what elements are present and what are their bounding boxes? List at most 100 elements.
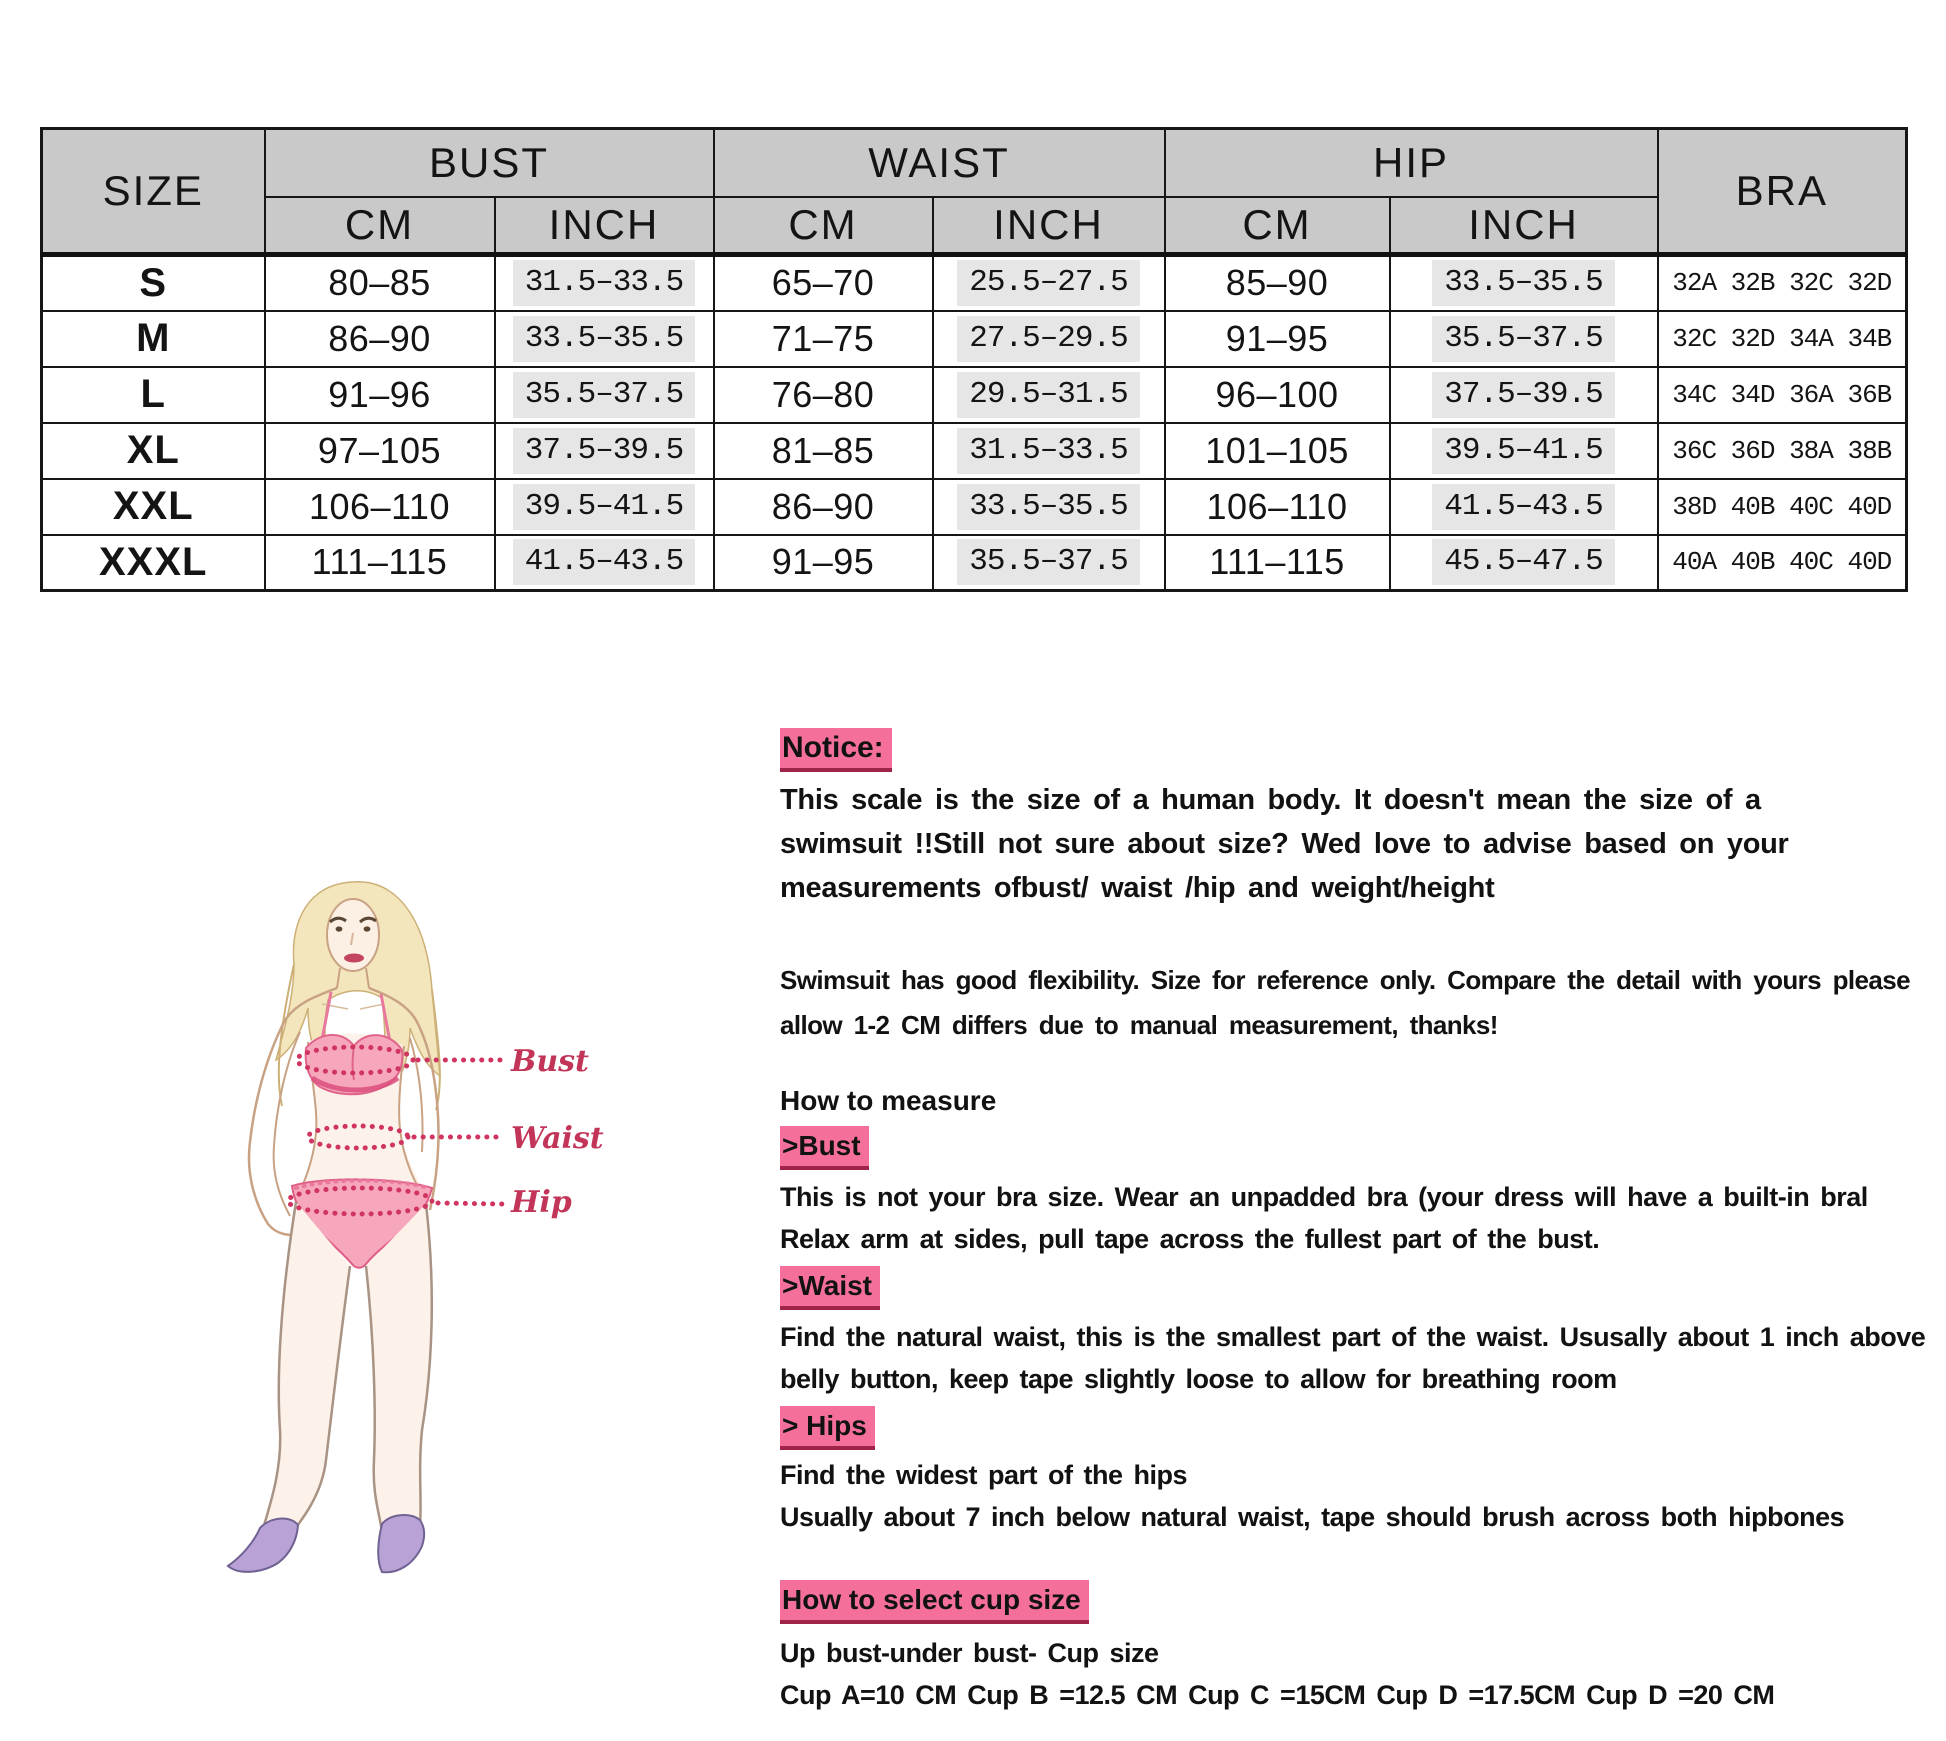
bust-inch-cell: 37.5–39.5 bbox=[493, 421, 715, 480]
waist-cm-cell: 91–95 bbox=[712, 533, 934, 592]
inch-value: 27.5–29.5 bbox=[957, 315, 1140, 362]
inch-value: 29.5–31.5 bbox=[957, 371, 1140, 418]
size-cell: XXXL bbox=[40, 533, 266, 592]
inch-value: 39.5–41.5 bbox=[1432, 427, 1615, 474]
waist-inch-cell: 25.5–27.5 bbox=[931, 253, 1166, 312]
bust-heading-row: >Bust bbox=[780, 1126, 1946, 1170]
table-row-s: S 80–85 31.5–33.5 65–70 25.5–27.5 85–90 … bbox=[40, 253, 1908, 312]
hip-inch-cell: 37.5–39.5 bbox=[1388, 365, 1659, 424]
figure-shoes bbox=[226, 1514, 426, 1574]
size-cell: XXL bbox=[40, 477, 266, 536]
subheader-hip-inch: INCH bbox=[1388, 195, 1659, 256]
col-header-bra: BRA bbox=[1656, 127, 1908, 256]
bust-line: This is not your bra size. Wear an unpad… bbox=[780, 1182, 1868, 1212]
waist-inch-cell: 33.5–35.5 bbox=[931, 477, 1166, 536]
col-header-hip: HIP bbox=[1163, 127, 1659, 198]
bust-inch-cell: 31.5–33.5 bbox=[493, 253, 715, 312]
waist-cm-cell: 65–70 bbox=[712, 253, 934, 312]
how-to-measure-heading: How to measure bbox=[780, 1085, 997, 1116]
size-cell: L bbox=[40, 365, 266, 424]
size-cell: M bbox=[40, 309, 266, 368]
size-chart-table: SIZE BUST WAIST HIP BRA CM INCH CM INCH … bbox=[40, 127, 1909, 592]
waist-label: Waist bbox=[511, 1121, 604, 1156]
inch-value: 45.5–47.5 bbox=[1432, 539, 1615, 586]
table-row-l: L 91–96 35.5–37.5 76–80 29.5–31.5 96–100… bbox=[40, 365, 1908, 424]
bust-inch-cell: 41.5–43.5 bbox=[493, 533, 715, 592]
hips-line: Find the widest part of the hips bbox=[780, 1460, 1188, 1490]
waist-cm-cell: 76–80 bbox=[712, 365, 934, 424]
inch-value: 33.5–35.5 bbox=[1432, 260, 1615, 307]
figure-head bbox=[326, 898, 380, 972]
waist-measure-line bbox=[305, 1123, 505, 1151]
bust-line: Relax arm at sides, pull tape across the… bbox=[780, 1224, 1600, 1254]
waist-line: Find the natural waist, this is the smal… bbox=[780, 1322, 1926, 1352]
hip-inch-cell: 41.5–43.5 bbox=[1388, 477, 1659, 536]
inch-value: 25.5–27.5 bbox=[957, 260, 1140, 307]
size-cell: S bbox=[40, 253, 266, 312]
inch-value: 37.5–39.5 bbox=[1432, 371, 1615, 418]
waist-inch-cell: 35.5–37.5 bbox=[931, 533, 1166, 592]
bra-cell: 40A 40B 40C 40D bbox=[1656, 533, 1908, 592]
hip-cm-cell: 106–110 bbox=[1163, 477, 1391, 536]
bust-label: Bust bbox=[510, 1044, 589, 1079]
inch-value: 33.5–35.5 bbox=[957, 483, 1140, 530]
bra-cell: 32C 32D 34A 34B bbox=[1656, 309, 1908, 368]
bust-inch-cell: 35.5–37.5 bbox=[493, 365, 715, 424]
notice-line: swimsuit !!Still not sure about size? We… bbox=[780, 828, 1789, 860]
bust-inch-cell: 33.5–35.5 bbox=[493, 309, 715, 368]
notice-line: This scale is the size of a human body. … bbox=[780, 784, 1761, 816]
col-header-waist: WAIST bbox=[712, 127, 1166, 198]
table-row-xl: XL 97–105 37.5–39.5 81–85 31.5–33.5 101–… bbox=[40, 421, 1908, 480]
bust-heading: >Bust bbox=[780, 1126, 869, 1170]
table-row-m: M 86–90 33.5–35.5 71–75 27.5–29.5 91–95 … bbox=[40, 309, 1908, 368]
size-cell: XL bbox=[40, 421, 266, 480]
waist-cm-cell: 86–90 bbox=[712, 477, 934, 536]
col-header-size: SIZE bbox=[40, 127, 266, 256]
bust-cm-cell: 91–96 bbox=[263, 365, 496, 424]
subheader-hip-cm: CM bbox=[1163, 195, 1391, 256]
inch-value: 39.5–41.5 bbox=[512, 483, 696, 530]
subheader-waist-inch: INCH bbox=[931, 195, 1166, 256]
cup-line: Up bust-under bust- Cup size bbox=[780, 1638, 1159, 1668]
waist-cm-cell: 71–75 bbox=[712, 309, 934, 368]
waist-inch-cell: 31.5–33.5 bbox=[931, 421, 1166, 480]
hip-cm-cell: 111–115 bbox=[1163, 533, 1391, 592]
header-group-row: SIZE BUST WAIST HIP BRA bbox=[40, 127, 1908, 256]
notice-heading-row: Notice: bbox=[780, 728, 1946, 772]
subheader-waist-cm: CM bbox=[712, 195, 934, 256]
hip-cm-cell: 101–105 bbox=[1163, 421, 1391, 480]
inch-value: 31.5–33.5 bbox=[957, 427, 1140, 474]
flexibility-line: allow 1-2 CM differs due to manual measu… bbox=[780, 1010, 1498, 1040]
bra-cell: 34C 34D 36A 36B bbox=[1656, 365, 1908, 424]
table-row-xxl: XXL 106–110 39.5–41.5 86–90 33.5–35.5 10… bbox=[40, 477, 1908, 536]
waist-line: belly button, keep tape slightly loose t… bbox=[780, 1364, 1617, 1394]
hips-heading-row: > Hips bbox=[780, 1406, 1946, 1450]
hip-inch-cell: 45.5–47.5 bbox=[1388, 533, 1659, 592]
hip-cm-cell: 85–90 bbox=[1163, 253, 1391, 312]
header-sub-row: CM INCH CM INCH CM INCH bbox=[42, 195, 1907, 256]
cup-line: Cup A=10 CM Cup B =12.5 CM Cup C =15CM C… bbox=[780, 1680, 1775, 1710]
flexibility-line: Swimsuit has good flexibility. Size for … bbox=[780, 965, 1911, 995]
hip-inch-cell: 35.5–37.5 bbox=[1388, 309, 1659, 368]
bra-cell: 32A 32B 32C 32D bbox=[1656, 253, 1908, 312]
hip-cm-cell: 91–95 bbox=[1163, 309, 1391, 368]
inch-value: 41.5–43.5 bbox=[1432, 483, 1615, 530]
inch-value: 35.5–37.5 bbox=[512, 371, 696, 418]
bust-cm-cell: 106–110 bbox=[263, 477, 496, 536]
notice-line: measurements ofbust/ waist /hip and weig… bbox=[780, 872, 1495, 904]
bra-cell: 38D 40B 40C 40D bbox=[1656, 477, 1908, 536]
bust-measure-line bbox=[294, 1044, 505, 1076]
subheader-bust-inch: INCH bbox=[493, 195, 715, 256]
inch-value: 35.5–37.5 bbox=[1432, 315, 1615, 362]
hips-line: Usually about 7 inch below natural waist… bbox=[780, 1502, 1845, 1532]
figure-legs bbox=[260, 1201, 434, 1539]
hip-inch-cell: 33.5–35.5 bbox=[1388, 253, 1659, 312]
hip-inch-cell: 39.5–41.5 bbox=[1388, 421, 1659, 480]
col-header-bust: BUST bbox=[263, 127, 715, 198]
bust-cm-cell: 97–105 bbox=[263, 421, 496, 480]
waist-heading: >Waist bbox=[780, 1266, 880, 1310]
measure-instructions: Notice: This scale is the size of a huma… bbox=[780, 728, 1946, 1716]
notice-heading: Notice: bbox=[780, 728, 892, 772]
waist-inch-cell: 27.5–29.5 bbox=[931, 309, 1166, 368]
